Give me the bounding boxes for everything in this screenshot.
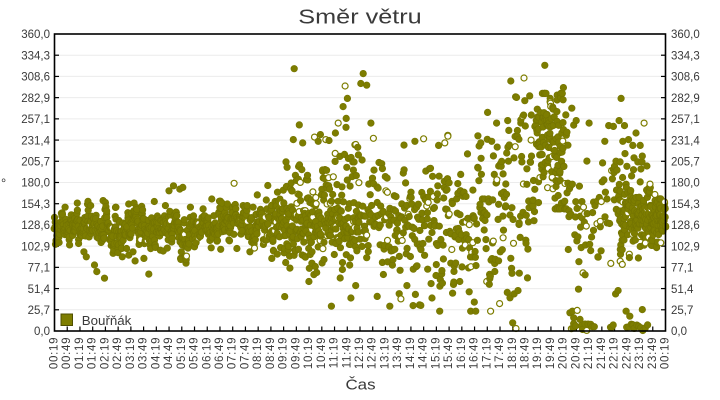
svg-text:102,9: 102,9	[671, 241, 700, 253]
svg-text:19:49: 19:49	[545, 337, 557, 369]
svg-text:18:19: 18:19	[507, 337, 519, 369]
svg-text:16:49: 16:49	[469, 337, 481, 369]
svg-text:21:49: 21:49	[596, 337, 608, 369]
svg-text:03:49: 03:49	[138, 337, 150, 369]
svg-text:0,0: 0,0	[34, 326, 50, 338]
svg-text:16:19: 16:19	[456, 337, 468, 369]
svg-text:00:19: 00:19	[49, 337, 61, 369]
svg-text:06:19: 06:19	[201, 337, 213, 369]
svg-text:14:49: 14:49	[418, 337, 430, 369]
svg-text:102,9: 102,9	[21, 241, 50, 253]
svg-text:01:19: 01:19	[74, 337, 86, 369]
svg-text:Směr větru: Směr větru	[298, 5, 421, 28]
svg-text:01:49: 01:49	[87, 337, 99, 369]
svg-text:334,3: 334,3	[21, 50, 50, 62]
svg-text:09:19: 09:19	[278, 337, 290, 369]
svg-text:231,4: 231,4	[21, 135, 50, 147]
svg-text:07:49: 07:49	[239, 337, 251, 369]
svg-text:154,3: 154,3	[671, 199, 700, 211]
svg-text:25,7: 25,7	[671, 305, 693, 317]
svg-text:308,6: 308,6	[671, 72, 700, 84]
svg-text:14:19: 14:19	[405, 337, 417, 369]
svg-text:77,1: 77,1	[671, 263, 693, 275]
svg-text:17:19: 17:19	[481, 337, 493, 369]
svg-text:12:19: 12:19	[354, 337, 366, 369]
svg-text:11:19: 11:19	[329, 337, 341, 368]
svg-text:06:49: 06:49	[214, 337, 226, 369]
svg-text:360,0: 360,0	[671, 29, 700, 41]
svg-text:04:49: 04:49	[163, 337, 175, 369]
svg-text:Čas: Čas	[345, 375, 375, 393]
svg-text:02:19: 02:19	[99, 337, 111, 369]
svg-text:00:49: 00:49	[61, 337, 73, 369]
svg-text:19:19: 19:19	[532, 337, 544, 369]
svg-text:308,6: 308,6	[21, 72, 50, 84]
svg-text:10:49: 10:49	[316, 337, 328, 369]
svg-text:08:49: 08:49	[265, 337, 277, 369]
svg-text:13:49: 13:49	[392, 337, 404, 369]
svg-text:77,1: 77,1	[28, 263, 50, 275]
svg-text:°: °	[1, 176, 6, 191]
svg-text:180,0: 180,0	[671, 178, 700, 190]
svg-text:154,3: 154,3	[21, 199, 50, 211]
svg-text:15:19: 15:19	[430, 337, 442, 369]
svg-text:20:19: 20:19	[558, 337, 570, 369]
svg-text:17:49: 17:49	[494, 337, 506, 369]
svg-text:Bouřňák: Bouřňák	[82, 313, 132, 328]
svg-text:21:19: 21:19	[583, 337, 595, 369]
svg-text:51,4: 51,4	[28, 284, 51, 296]
svg-text:20:49: 20:49	[570, 337, 582, 369]
svg-text:02:49: 02:49	[112, 337, 124, 369]
svg-text:04:19: 04:19	[150, 337, 162, 369]
svg-text:334,3: 334,3	[671, 50, 700, 62]
svg-text:07:19: 07:19	[227, 337, 239, 369]
svg-text:231,4: 231,4	[671, 135, 700, 147]
svg-text:03:19: 03:19	[125, 337, 137, 369]
svg-text:13:19: 13:19	[379, 337, 391, 369]
svg-text:51,4: 51,4	[671, 284, 694, 296]
svg-text:282,9: 282,9	[21, 93, 50, 105]
svg-text:257,1: 257,1	[671, 114, 700, 126]
svg-text:205,7: 205,7	[21, 156, 50, 168]
svg-text:180,0: 180,0	[21, 178, 50, 190]
svg-text:282,9: 282,9	[671, 93, 700, 105]
svg-text:23:19: 23:19	[634, 337, 646, 369]
svg-text:0,0: 0,0	[671, 326, 687, 338]
svg-text:128,6: 128,6	[21, 220, 50, 232]
svg-text:05:19: 05:19	[176, 337, 188, 369]
svg-text:23:49: 23:49	[647, 337, 659, 369]
svg-text:257,1: 257,1	[21, 114, 50, 126]
svg-text:08:19: 08:19	[252, 337, 264, 369]
svg-text:11:49: 11:49	[341, 337, 353, 368]
svg-text:22:49: 22:49	[621, 337, 633, 369]
svg-text:09:49: 09:49	[290, 337, 302, 369]
svg-text:22:19: 22:19	[609, 337, 621, 369]
svg-text:360,0: 360,0	[21, 29, 50, 41]
svg-text:10:19: 10:19	[303, 337, 315, 369]
svg-text:128,6: 128,6	[671, 220, 700, 232]
svg-text:15:49: 15:49	[443, 337, 455, 369]
svg-text:18:49: 18:49	[519, 337, 531, 369]
svg-text:205,7: 205,7	[671, 156, 700, 168]
svg-text:25,7: 25,7	[28, 305, 50, 317]
svg-text:12:49: 12:49	[367, 337, 379, 369]
svg-text:00:19: 00:19	[660, 337, 672, 369]
svg-text:05:49: 05:49	[189, 337, 201, 369]
